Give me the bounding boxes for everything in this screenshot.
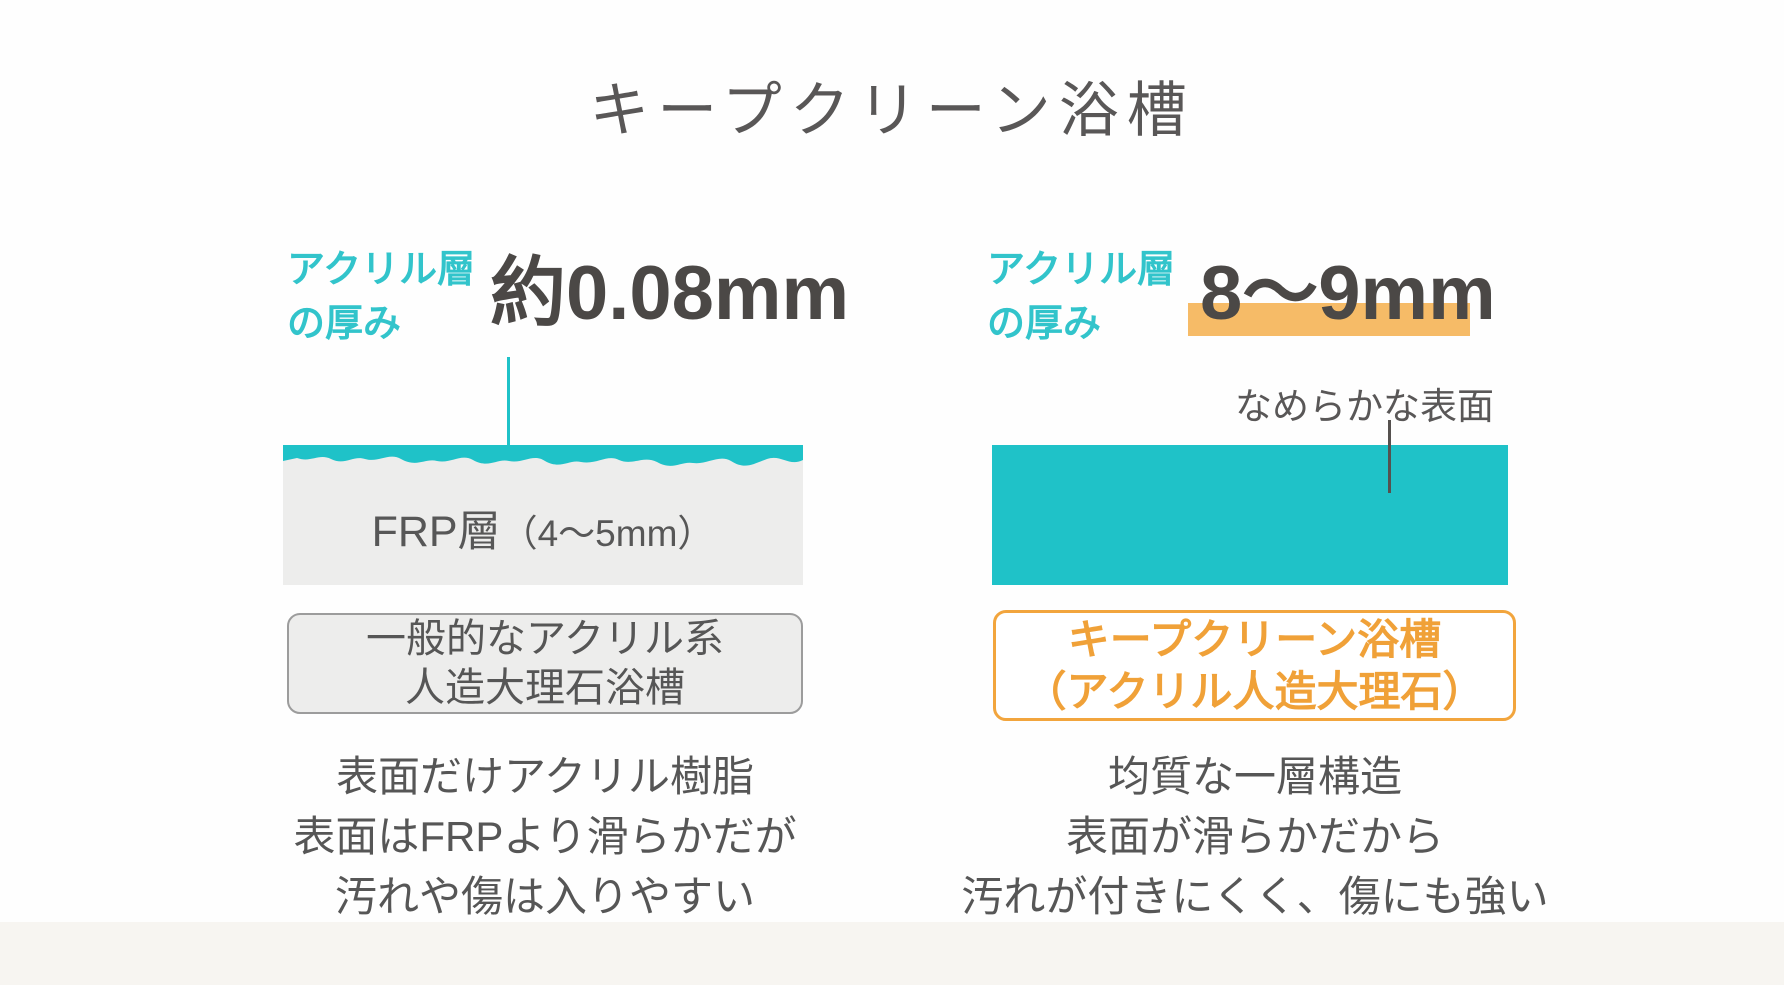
right-description-line1: 均質な一層構造 bbox=[1107, 753, 1402, 800]
frp-layer-block: FRP層（4～5mm） bbox=[283, 445, 803, 585]
left-description: 表面だけアクリル樹脂 表面はFRPより滑らかだが 汚れや傷は入りやすい bbox=[215, 747, 875, 927]
left-acrylic-thickness-label: アクリル層 の厚み bbox=[287, 244, 475, 352]
right-description-line3: 汚れが付きにくく、傷にも強い bbox=[961, 873, 1549, 920]
right-acrylic-thickness-label-line1: アクリル層 bbox=[987, 249, 1176, 291]
left-name-box: 一般的なアクリル系 人造大理石浴槽 bbox=[287, 613, 803, 714]
left-thickness-value: 約0.08mm bbox=[490, 251, 850, 336]
right-name-box-line2: （アクリル人造大理石） bbox=[1024, 667, 1485, 715]
left-acrylic-thickness-label-line2: の厚み bbox=[287, 302, 402, 345]
footer-tint-strip bbox=[0, 922, 1784, 985]
left-name-box-line2: 人造大理石浴槽 bbox=[405, 665, 685, 710]
left-description-line3: 汚れや傷は入りやすい bbox=[334, 873, 755, 920]
keepclean-layer-block bbox=[992, 445, 1508, 585]
thickness-value-highlight bbox=[1188, 303, 1470, 336]
acrylic-thin-layer-wave bbox=[283, 445, 803, 466]
frp-layer-caption-main: FRP層 bbox=[371, 508, 501, 556]
right-name-box: キープクリーン浴槽 （アクリル人造大理石） bbox=[993, 610, 1516, 721]
right-acrylic-thickness-label: アクリル層 の厚み bbox=[987, 244, 1175, 352]
page-title: キープクリーン浴槽 bbox=[589, 77, 1195, 144]
left-description-line1: 表面だけアクリル樹脂 bbox=[336, 753, 754, 800]
left-description-line2: 表面はFRPより滑らかだが bbox=[293, 813, 797, 860]
right-description: 均質な一層構造 表面が滑らかだから 汚れが付きにくく、傷にも強い bbox=[925, 747, 1585, 927]
left-acrylic-thickness-label-line1: アクリル層 bbox=[287, 249, 476, 291]
right-acrylic-thickness-label-line2: の厚み bbox=[987, 302, 1102, 345]
right-name-box-line1: キープクリーン浴槽 bbox=[1067, 616, 1442, 664]
smooth-surface-label: なめらかな表面 bbox=[1235, 386, 1494, 427]
right-thickness-value: 8～9mm bbox=[1200, 251, 1496, 336]
frp-layer-caption-thickness: （4～5mm） bbox=[500, 513, 715, 554]
right-description-line2: 表面が滑らかだから bbox=[1065, 813, 1444, 860]
left-pointer-line bbox=[507, 357, 510, 446]
left-name-box-line1: 一般的なアクリル系 bbox=[366, 616, 724, 661]
frp-layer-caption: FRP層（4～5mm） bbox=[372, 497, 715, 559]
right-pointer-line bbox=[1388, 420, 1391, 493]
